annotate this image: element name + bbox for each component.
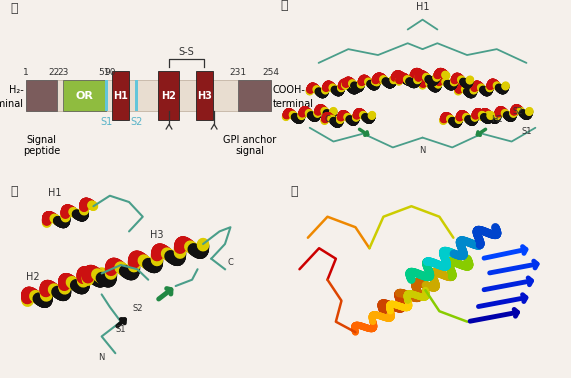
- Text: S2: S2: [130, 117, 143, 127]
- FancyBboxPatch shape: [239, 81, 271, 111]
- Text: Ⓐ: Ⓐ: [10, 2, 18, 15]
- Text: S1: S1: [115, 325, 126, 334]
- Text: H2: H2: [161, 91, 176, 101]
- Text: S2: S2: [132, 304, 143, 313]
- Text: 90: 90: [104, 68, 116, 77]
- Text: H2: H2: [491, 115, 502, 124]
- FancyBboxPatch shape: [26, 81, 271, 111]
- Text: 231: 231: [230, 68, 247, 77]
- Text: N: N: [98, 353, 105, 361]
- Text: terminal: terminal: [0, 99, 23, 109]
- Text: Ⓒ: Ⓒ: [10, 185, 18, 198]
- Text: 22: 22: [49, 68, 60, 77]
- Text: H3: H3: [150, 230, 163, 240]
- Text: S1: S1: [521, 127, 532, 136]
- Text: H1: H1: [49, 188, 62, 198]
- Text: H2: H2: [26, 272, 40, 282]
- Text: 23: 23: [57, 68, 69, 77]
- Text: Signal
peptide: Signal peptide: [23, 135, 60, 156]
- FancyBboxPatch shape: [112, 71, 129, 121]
- FancyBboxPatch shape: [63, 81, 106, 111]
- Text: 1: 1: [23, 68, 29, 77]
- Text: H3: H3: [196, 91, 212, 101]
- FancyBboxPatch shape: [135, 81, 138, 111]
- FancyBboxPatch shape: [159, 71, 179, 121]
- Text: terminal: terminal: [273, 99, 313, 109]
- Text: S1: S1: [100, 117, 112, 127]
- FancyBboxPatch shape: [105, 81, 107, 111]
- Text: H1: H1: [113, 91, 128, 101]
- FancyBboxPatch shape: [195, 71, 213, 121]
- Text: 51: 51: [98, 68, 110, 77]
- Text: Ⓓ: Ⓓ: [290, 185, 297, 198]
- Text: GPI anchor
signal: GPI anchor signal: [223, 135, 276, 156]
- Text: OR: OR: [75, 91, 93, 101]
- Text: COOH-: COOH-: [273, 85, 305, 95]
- Text: C: C: [324, 115, 331, 124]
- Text: S2: S2: [512, 107, 523, 116]
- Text: S-S: S-S: [179, 47, 194, 57]
- Text: N: N: [419, 146, 426, 155]
- Text: Ⓑ: Ⓑ: [281, 0, 288, 12]
- Text: H1: H1: [416, 2, 429, 12]
- Text: H₂-: H₂-: [9, 85, 23, 95]
- FancyBboxPatch shape: [26, 81, 57, 111]
- Text: 254: 254: [263, 68, 280, 77]
- Text: C: C: [227, 258, 234, 267]
